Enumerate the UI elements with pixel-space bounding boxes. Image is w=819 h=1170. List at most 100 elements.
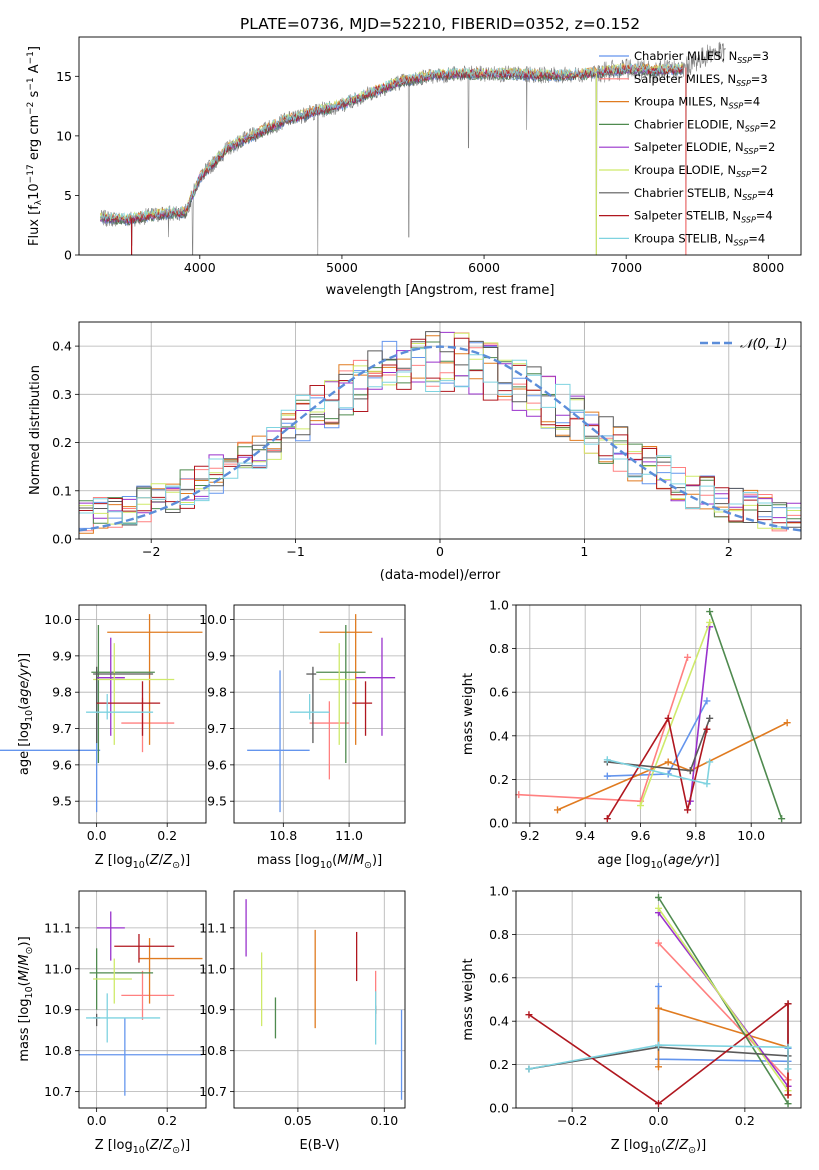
model-spectrum-line (99, 66, 684, 226)
y-tick-label: 9.6 (207, 757, 227, 772)
weight-point-marker (655, 939, 662, 947)
x-tick-label: −2 (142, 544, 160, 559)
y-tick-label: 10.7 (44, 1084, 72, 1099)
legend-label: Salpeter ELODIE, NSSP=2 (634, 140, 775, 156)
y-tick-label: 0.3 (52, 387, 72, 402)
mass-vs-ebv-panel: 0.05 0.10 10.7 10.8 10.9 11.0 11.1 E(B-V) (199, 890, 406, 1153)
weight-point-marker (603, 772, 611, 780)
weight-series-line (708, 611, 783, 819)
x-tick-label: 10.0 (737, 828, 765, 843)
y-tick-label: 1.0 (489, 884, 509, 899)
x-tick-label: 0 (436, 544, 444, 559)
x-axis-label: (data-model)/error (380, 568, 501, 583)
weight-point-marker (784, 1065, 792, 1073)
y-axis-label: mass weight (461, 958, 476, 1040)
x-axis-label: Z [log10(Z/Z⊙)] (611, 1138, 706, 1156)
weight-point-marker (603, 756, 611, 764)
y-tick-label: 11.1 (199, 920, 227, 935)
weight-point-marker (655, 1004, 662, 1012)
y-tick-label: 9.8 (207, 685, 227, 700)
weight-series-line (657, 907, 789, 1092)
x-tick-label: 6000 (468, 260, 500, 275)
weight-point-marker (706, 714, 714, 722)
y-tick-label: 11.1 (44, 920, 72, 935)
weight-point-marker (706, 758, 714, 766)
weight-point-marker (703, 780, 711, 788)
legend-label: Chabrier ELODIE, NSSP=2 (634, 117, 776, 133)
y-tick-label: 0.2 (489, 772, 509, 787)
weight-point-marker (783, 719, 791, 727)
legend-label: Kroupa STELIB, NSSP=4 (634, 231, 765, 247)
legend-label: Salpeter STELIB, NSSP=4 (634, 209, 773, 225)
y-axis-label: mass weight (461, 673, 476, 755)
weight-point-marker (655, 982, 662, 990)
x-tick-label: 0.0 (649, 1113, 669, 1128)
weight-point-marker (706, 608, 714, 616)
y-tick-label: 9.8 (52, 685, 72, 700)
x-tick-label: 0.05 (284, 1113, 312, 1128)
weight-point-marker (784, 1000, 792, 1008)
weight-vs-age-panel: 9.2 9.4 9.6 9.8 10.0 0.0 0.2 0.4 0.6 0.8 1.0 mass w… (461, 598, 802, 871)
model-spectrum-line (100, 66, 684, 226)
weight-point-marker (525, 1065, 533, 1073)
weight-point-marker (655, 894, 662, 902)
x-tick-label: 0.0 (87, 828, 107, 843)
y-axis-label: Normed distribution (28, 365, 43, 495)
x-axis-label: age [log10(age/yr)] (597, 853, 719, 871)
axes-frame (78, 321, 802, 540)
x-tick-label: 0.0 (87, 1113, 107, 1128)
y-tick-label: 0.0 (489, 816, 509, 831)
x-tick-label: 1 (580, 544, 588, 559)
normal-curve (78, 345, 802, 532)
y-tick-label: 0 (64, 248, 72, 263)
x-axis-label: E(B-V) (299, 1138, 339, 1153)
y-tick-label: 0.1 (52, 483, 72, 498)
x-axis-label: Z [log10(Z/Z⊙)] (95, 853, 190, 871)
weight-point-marker (703, 697, 711, 705)
legend-label: Salpeter MILES, NSSP=3 (634, 72, 768, 88)
residual-histogram (79, 348, 801, 528)
age-vs-mass-panel: 10.8 11.0 9.5 9.6 9.7 9.8 9.9 10.0 mass [log10(M… (199, 604, 406, 871)
weight-point-marker (686, 767, 694, 775)
x-tick-label: 11.0 (335, 828, 363, 843)
y-axis-label: age [log10(age/yr)] (17, 653, 35, 775)
legend-label: Kroupa ELODIE, NSSP=2 (634, 163, 768, 179)
model-spectrum-line (99, 63, 683, 222)
axes-frame (233, 604, 406, 824)
legend-label: Chabrier MILES, NSSP=3 (634, 49, 769, 65)
y-tick-label: 10.0 (199, 612, 227, 627)
weight-point-marker (637, 802, 645, 810)
residual-histogram (79, 331, 801, 528)
weight-point-marker (684, 806, 692, 814)
y-tick-label: 0.4 (489, 728, 509, 743)
age-vs-metallicity-panel: 0.0 0.2 9.5 9.6 9.7 9.8 9.9 10.0 Z [log10(Z/Z⊙)]… (0, 604, 207, 871)
weight-point-marker (655, 1041, 662, 1049)
axes-frame (78, 604, 207, 824)
y-tick-label: 0.2 (52, 435, 72, 450)
y-axis-label: mass [log10(M/M⊙)] (17, 936, 35, 1061)
y-tick-label: 0.8 (489, 927, 509, 942)
x-tick-label: 9.4 (575, 828, 595, 843)
axes-frame (515, 604, 802, 824)
spectrum-panel: 4000 5000 6000 7000 8000 0 5 10 15 Chabrier MILES… (26, 36, 802, 298)
weight-point-marker (784, 1043, 792, 1051)
y-tick-label: 10.9 (44, 1002, 72, 1017)
weight-point-marker (784, 1091, 792, 1099)
x-tick-label: −0.2 (557, 1113, 587, 1128)
x-tick-label: 5000 (326, 260, 358, 275)
legend-label: Kroupa MILES, NSSP=4 (634, 95, 760, 111)
weight-point-marker (684, 653, 692, 661)
x-tick-label: 0.10 (370, 1113, 398, 1128)
x-tick-label: 8000 (752, 260, 784, 275)
axes-frame (78, 36, 802, 256)
legend-label: Chabrier STELIB, NSSP=4 (634, 186, 774, 202)
residuals-panel: −2 −1 0 1 2 0.0 0.1 0.2 0.3 0.4 𝒩(0, 1) (data-model… (28, 321, 802, 583)
weight-series-line (639, 622, 711, 806)
x-tick-label: −1 (286, 544, 304, 559)
y-tick-label: 0.0 (489, 1101, 509, 1116)
legend-label: 𝒩(0, 1) (740, 337, 787, 352)
y-tick-label: 0.4 (489, 1014, 509, 1029)
x-tick-label: 0.2 (157, 1113, 177, 1128)
y-tick-label: 9.6 (52, 757, 72, 772)
